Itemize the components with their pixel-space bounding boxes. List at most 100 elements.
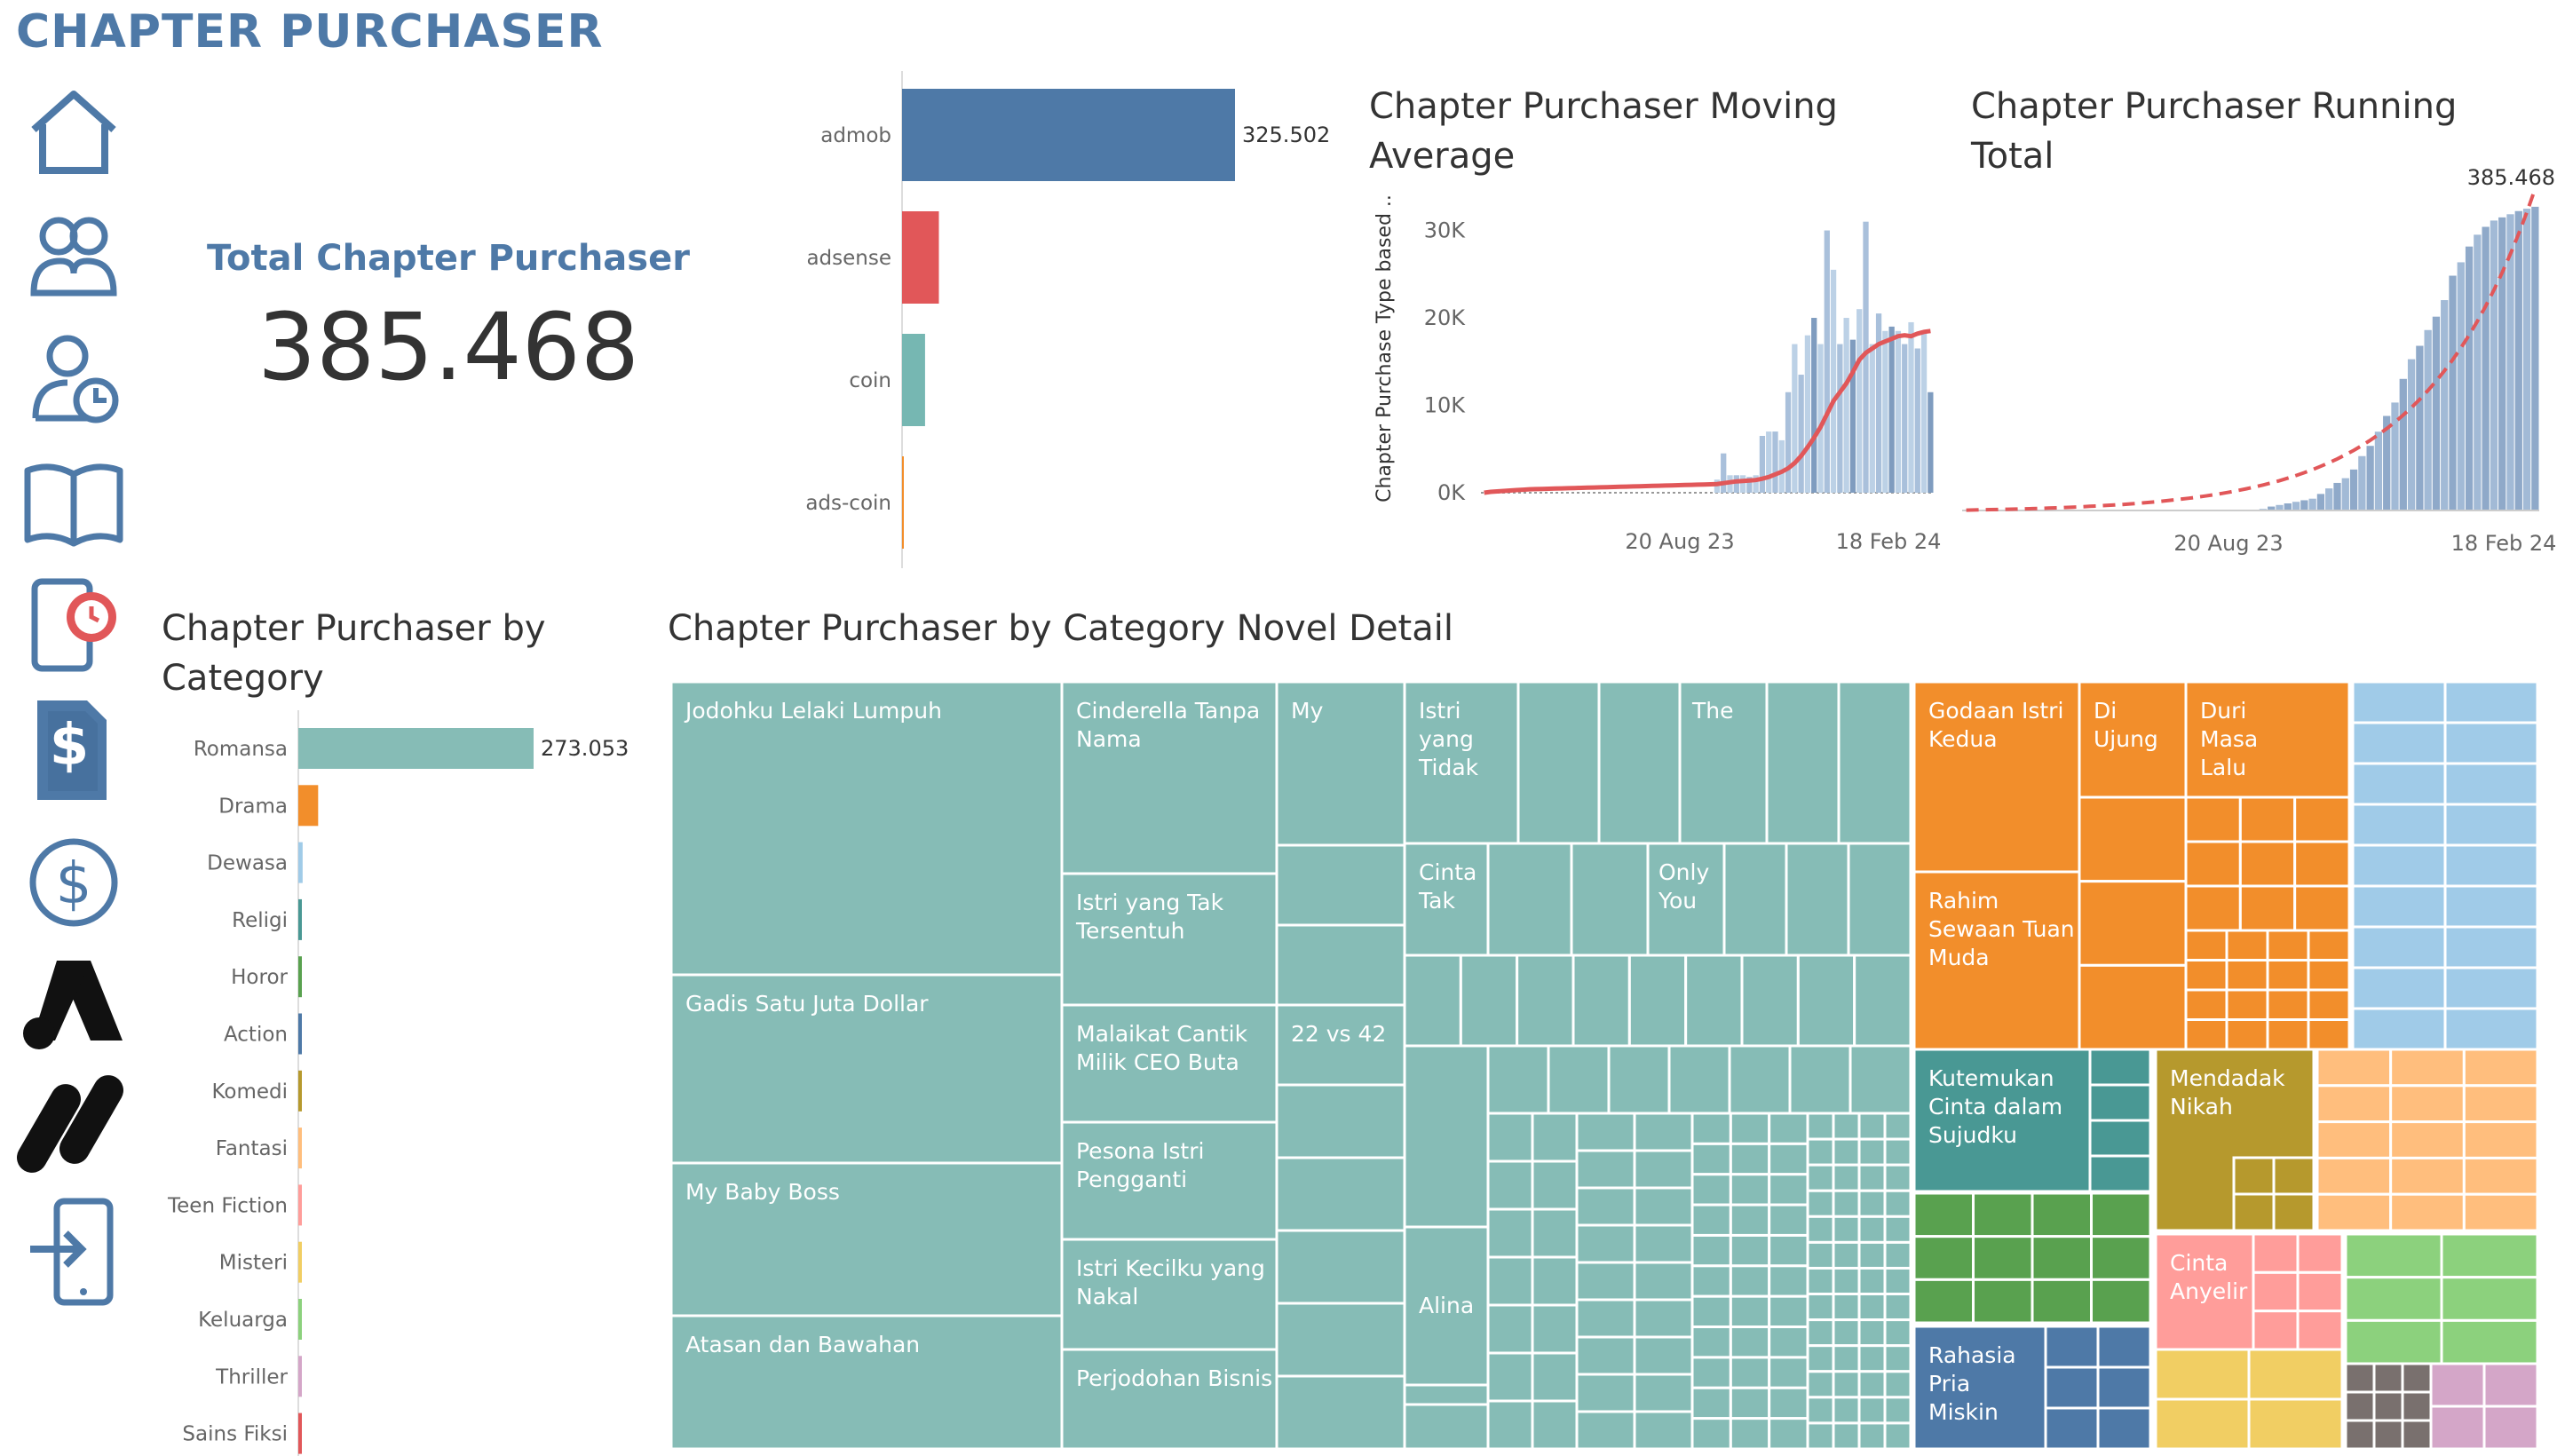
bar <box>298 1241 302 1283</box>
tablet-timer-icon[interactable] <box>16 572 131 678</box>
treemap-cell <box>1633 1410 1694 1451</box>
tablet-login-icon[interactable] <box>16 1198 131 1306</box>
bar <box>1914 348 1920 493</box>
bar <box>1785 392 1792 493</box>
treemap-cell <box>1690 1386 1732 1420</box>
treemap-cell <box>1848 1044 1912 1115</box>
treemap-cell <box>1768 1173 1809 1207</box>
book-icon[interactable] <box>16 449 131 556</box>
treemap-cell <box>1768 1203 1809 1237</box>
treemap-cell <box>1857 1266 1887 1296</box>
treemap-cell <box>1690 1325 1732 1359</box>
bar <box>902 456 904 549</box>
treemap-cell <box>2184 884 2242 932</box>
treemap-cell <box>2429 1405 2486 1451</box>
treemap-cell <box>1575 1410 1636 1451</box>
treemap-cell <box>1912 1235 1975 1281</box>
treemap-cell <box>2389 1084 2466 1124</box>
treemap-cell <box>1857 1112 1887 1141</box>
treemap-cell <box>1765 680 1841 845</box>
treemap-label: Istri yang Tidak <box>1418 698 1479 780</box>
treemap-cell <box>2088 1083 2152 1122</box>
bar <box>1824 230 1830 493</box>
user-clock-icon[interactable] <box>16 325 131 431</box>
x-tick: 20 Aug 23 <box>1625 529 1734 554</box>
treemap-cell <box>1575 1298 1636 1339</box>
bar <box>298 1070 302 1112</box>
bar <box>1733 475 1739 493</box>
bar <box>2292 502 2300 510</box>
treemap-cell <box>2429 1362 2486 1408</box>
home-icon[interactable] <box>16 78 131 185</box>
treemap-cell <box>1768 1112 1809 1145</box>
treemap-cell <box>1832 1240 1861 1270</box>
treemap-cell <box>2307 988 2351 1021</box>
bar <box>1928 392 1934 493</box>
treemap-label: Cinta Tak <box>1418 859 1476 914</box>
treemap-cell <box>1403 842 1490 957</box>
treemap-cell <box>2389 1156 2466 1196</box>
treemap-cell <box>1729 1173 1771 1207</box>
treemap-cell <box>1853 954 1912 1048</box>
treemap-cell <box>1857 1421 1887 1451</box>
treemap-cell <box>1275 1156 1406 1232</box>
treemap-cell <box>1832 1421 1861 1451</box>
treemap-cell <box>2031 1278 2093 1325</box>
bar <box>2316 494 2325 510</box>
bar-label: adsense <box>806 247 891 270</box>
running-total-title: Chapter Purchaser Running Total <box>1971 86 2458 177</box>
treemap-cell <box>1570 842 1650 957</box>
treemap-cell <box>1806 1421 1835 1451</box>
treemap-cell <box>2351 966 2447 1010</box>
bar <box>902 211 939 304</box>
bar <box>1778 439 1785 493</box>
bar <box>298 1184 302 1226</box>
treemap-cell <box>1486 1399 1534 1451</box>
invoice-dollar-icon[interactable]: $ <box>16 700 131 806</box>
x-tick: 18 Feb 24 <box>1836 529 1942 554</box>
bar <box>2482 226 2490 510</box>
treemap-cell <box>669 1314 1064 1451</box>
treemap-cell <box>1575 1373 1636 1413</box>
treemap-cell <box>1832 1344 1861 1373</box>
treemap-cell <box>1060 872 1278 1007</box>
treemap-cell <box>2462 1192 2539 1232</box>
bar <box>298 1356 302 1397</box>
treemap-cell <box>2184 929 2228 961</box>
dollar-circle-icon[interactable]: $ <box>16 829 131 936</box>
treemap-cell <box>1972 1235 2034 1281</box>
bar-label: ads-coin <box>805 492 891 515</box>
purchase-type-chart: admob 325.502 adsense coin ads-coin <box>805 71 1330 568</box>
treemap-label: Malaikat Cantik Milik CEO Buta <box>1076 1021 1248 1075</box>
treemap-cell <box>1857 1137 1887 1167</box>
treemap-cell <box>2401 1419 2433 1451</box>
treemap-cell <box>1690 1356 1732 1389</box>
bar <box>2268 506 2276 510</box>
treemap-cell <box>2443 1007 2539 1051</box>
bar <box>1804 335 1811 493</box>
treemap-label: Mendadak Nikah <box>2170 1065 2285 1120</box>
category-chart-title: Chapter Purchaser by Category <box>162 608 546 699</box>
admob-logo-icon[interactable] <box>16 1071 131 1177</box>
treemap-cell <box>1847 842 1912 957</box>
svg-text:$: $ <box>50 713 90 779</box>
treemap-cell <box>2440 1318 2539 1365</box>
treemap-cell <box>1768 1325 1809 1359</box>
treemap-label: 22 vs 42 <box>1291 1021 1386 1047</box>
bar <box>1798 375 1804 493</box>
treemap-label: Pesona Istri Pengganti <box>1076 1138 1204 1192</box>
treemap-cell <box>2266 929 2310 961</box>
treemap-cell <box>1722 842 1788 957</box>
users-icon[interactable] <box>16 202 131 309</box>
adsense-logo-icon[interactable] <box>16 948 131 1055</box>
bar <box>1721 453 1727 493</box>
bar <box>2522 209 2531 510</box>
treemap-label: Jodohku Lelaki Lumpuh <box>684 698 942 724</box>
treemap-cell <box>1806 1396 1835 1425</box>
bar <box>1746 477 1753 493</box>
treemap-cell <box>1832 1318 1861 1348</box>
treemap-cell <box>2088 1154 2152 1193</box>
treemap-cell <box>2293 795 2351 843</box>
treemap-cell <box>2351 803 2447 847</box>
treemap-cell <box>2482 1362 2539 1408</box>
